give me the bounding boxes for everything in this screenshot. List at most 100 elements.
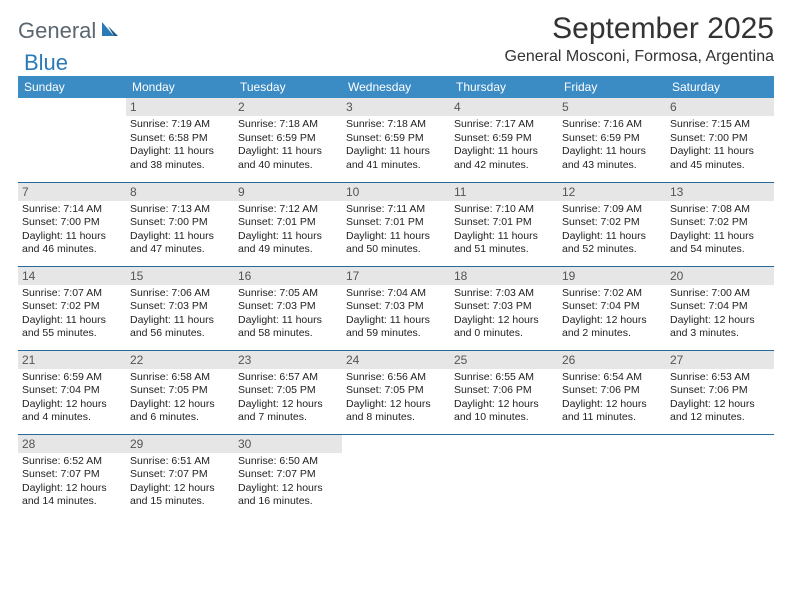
calendar-cell: 8Sunrise: 7:13 AMSunset: 7:00 PMDaylight… (126, 182, 234, 266)
sunrise-line: Sunrise: 7:03 AM (454, 287, 554, 301)
calendar-table: SundayMondayTuesdayWednesdayThursdayFrid… (18, 76, 774, 518)
logo: General (18, 12, 122, 44)
day-number: 1 (126, 98, 234, 116)
daylight-line: Daylight: 11 hours and 45 minutes. (670, 145, 770, 172)
sunrise-line: Sunrise: 7:02 AM (562, 287, 662, 301)
sunrise-line: Sunrise: 7:19 AM (130, 118, 230, 132)
day-number: 17 (342, 267, 450, 285)
sunrise-line: Sunrise: 6:53 AM (670, 371, 770, 385)
sunrise-line: Sunrise: 7:04 AM (346, 287, 446, 301)
daylight-line: Daylight: 11 hours and 42 minutes. (454, 145, 554, 172)
weekday-header: Thursday (450, 76, 558, 98)
day-number: 22 (126, 351, 234, 369)
sunset-line: Sunset: 7:04 PM (670, 300, 770, 314)
day-number: 11 (450, 183, 558, 201)
month-title: September 2025 (505, 12, 774, 46)
day-number: 16 (234, 267, 342, 285)
day-number: 9 (234, 183, 342, 201)
day-number: 2 (234, 98, 342, 116)
logo-blue: Blue (24, 50, 68, 76)
title-block: September 2025 General Mosconi, Formosa,… (505, 12, 774, 66)
sunrise-line: Sunrise: 7:10 AM (454, 203, 554, 217)
daylight-line: Daylight: 11 hours and 50 minutes. (346, 230, 446, 257)
sunset-line: Sunset: 7:01 PM (346, 216, 446, 230)
sunrise-line: Sunrise: 6:58 AM (130, 371, 230, 385)
sunset-line: Sunset: 7:03 PM (346, 300, 446, 314)
sunrise-line: Sunrise: 7:14 AM (22, 203, 122, 217)
day-number: 12 (558, 183, 666, 201)
sunset-line: Sunset: 7:00 PM (130, 216, 230, 230)
daylight-line: Daylight: 11 hours and 52 minutes. (562, 230, 662, 257)
calendar-cell: 29Sunrise: 6:51 AMSunset: 7:07 PMDayligh… (126, 434, 234, 518)
sunrise-line: Sunrise: 6:54 AM (562, 371, 662, 385)
sunset-line: Sunset: 7:07 PM (130, 468, 230, 482)
day-number: 4 (450, 98, 558, 116)
calendar-cell: 26Sunrise: 6:54 AMSunset: 7:06 PMDayligh… (558, 350, 666, 434)
calendar-cell: 14Sunrise: 7:07 AMSunset: 7:02 PMDayligh… (18, 266, 126, 350)
weekday-header: Wednesday (342, 76, 450, 98)
daylight-line: Daylight: 12 hours and 2 minutes. (562, 314, 662, 341)
weekday-header: Monday (126, 76, 234, 98)
sunset-line: Sunset: 7:01 PM (454, 216, 554, 230)
calendar-cell: 13Sunrise: 7:08 AMSunset: 7:02 PMDayligh… (666, 182, 774, 266)
sunset-line: Sunset: 6:58 PM (130, 132, 230, 146)
sunrise-line: Sunrise: 7:16 AM (562, 118, 662, 132)
sunset-line: Sunset: 6:59 PM (346, 132, 446, 146)
day-number: 8 (126, 183, 234, 201)
calendar-cell: 4Sunrise: 7:17 AMSunset: 6:59 PMDaylight… (450, 98, 558, 182)
sunset-line: Sunset: 7:03 PM (130, 300, 230, 314)
sunrise-line: Sunrise: 7:15 AM (670, 118, 770, 132)
daylight-line: Daylight: 11 hours and 59 minutes. (346, 314, 446, 341)
calendar-cell: 15Sunrise: 7:06 AMSunset: 7:03 PMDayligh… (126, 266, 234, 350)
daylight-line: Daylight: 12 hours and 14 minutes. (22, 482, 122, 509)
daylight-line: Daylight: 12 hours and 15 minutes. (130, 482, 230, 509)
sunrise-line: Sunrise: 7:05 AM (238, 287, 338, 301)
sunrise-line: Sunrise: 7:18 AM (238, 118, 338, 132)
daylight-line: Daylight: 12 hours and 4 minutes. (22, 398, 122, 425)
sunrise-line: Sunrise: 6:50 AM (238, 455, 338, 469)
sunrise-line: Sunrise: 7:07 AM (22, 287, 122, 301)
sunrise-line: Sunrise: 7:18 AM (346, 118, 446, 132)
calendar-cell: 25Sunrise: 6:55 AMSunset: 7:06 PMDayligh… (450, 350, 558, 434)
daylight-line: Daylight: 12 hours and 11 minutes. (562, 398, 662, 425)
calendar-cell: 11 Sunrise: 7:10 AMSunset: 7:01 PMDayligh… (450, 182, 558, 266)
weekday-header: Sunday (18, 76, 126, 98)
daylight-line: Daylight: 11 hours and 51 minutes. (454, 230, 554, 257)
calendar-cell: 22Sunrise: 6:58 AMSunset: 7:05 PMDayligh… (126, 350, 234, 434)
calendar-head: SundayMondayTuesdayWednesdayThursdayFrid… (18, 76, 774, 98)
sunrise-line: Sunrise: 6:59 AM (22, 371, 122, 385)
sunset-line: Sunset: 7:00 PM (22, 216, 122, 230)
daylight-line: Daylight: 12 hours and 16 minutes. (238, 482, 338, 509)
daylight-line: Daylight: 11 hours and 56 minutes. (130, 314, 230, 341)
day-number: 7 (18, 183, 126, 201)
logo-general: General (18, 18, 96, 44)
location: General Mosconi, Formosa, Argentina (505, 48, 774, 66)
day-number: 3 (342, 98, 450, 116)
daylight-line: Daylight: 11 hours and 43 minutes. (562, 145, 662, 172)
sunset-line: Sunset: 7:06 PM (670, 384, 770, 398)
calendar-cell: 20Sunrise: 7:00 AMSunset: 7:04 PMDayligh… (666, 266, 774, 350)
calendar-cell: 9Sunrise: 7:12 AMSunset: 7:01 PMDaylight… (234, 182, 342, 266)
calendar-cell (450, 434, 558, 518)
sunrise-line: Sunrise: 6:51 AM (130, 455, 230, 469)
calendar-cell: 27Sunrise: 6:53 AMSunset: 7:06 PMDayligh… (666, 350, 774, 434)
day-number: 23 (234, 351, 342, 369)
day-number: 19 (558, 267, 666, 285)
daylight-line: Daylight: 12 hours and 7 minutes. (238, 398, 338, 425)
calendar-cell (18, 98, 126, 182)
daylight-line: Daylight: 11 hours and 40 minutes. (238, 145, 338, 172)
calendar-cell: 17 Sunrise: 7:04 AMSunset: 7:03 PMDayligh… (342, 266, 450, 350)
sunrise-line: Sunrise: 7:12 AM (238, 203, 338, 217)
sunrise-line: Sunrise: 7:09 AM (562, 203, 662, 217)
calendar-cell: 7Sunrise: 7:14 AMSunset: 7:00 PMDaylight… (18, 182, 126, 266)
calendar-cell: 16Sunrise: 7:05 AMSunset: 7:03 PMDayligh… (234, 266, 342, 350)
sunrise-line: Sunrise: 6:52 AM (22, 455, 122, 469)
sunrise-line: Sunrise: 7:06 AM (130, 287, 230, 301)
daylight-line: Daylight: 12 hours and 8 minutes. (346, 398, 446, 425)
day-number: 14 (18, 267, 126, 285)
sunset-line: Sunset: 7:06 PM (454, 384, 554, 398)
sunset-line: Sunset: 7:06 PM (562, 384, 662, 398)
day-number: 27 (666, 351, 774, 369)
calendar-cell: 19Sunrise: 7:02 AMSunset: 7:04 PMDayligh… (558, 266, 666, 350)
sunrise-line: Sunrise: 7:13 AM (130, 203, 230, 217)
